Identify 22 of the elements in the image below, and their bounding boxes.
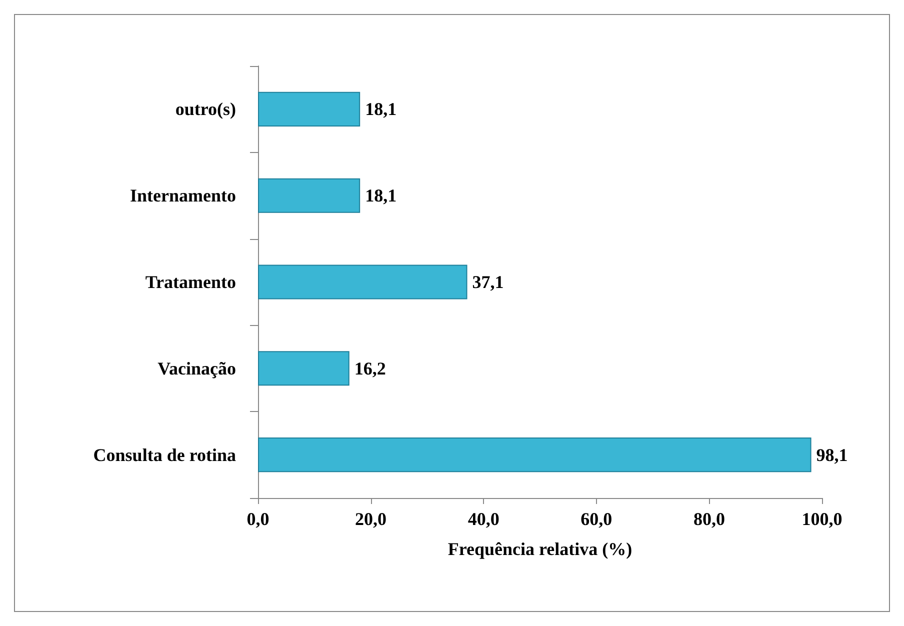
- data-label: 18,1: [365, 186, 397, 206]
- x-tick-label: 60,0: [580, 509, 612, 529]
- data-label: 98,1: [816, 444, 848, 465]
- data-label: 37,1: [472, 272, 504, 292]
- y-tick-label: Internamento: [130, 186, 236, 206]
- y-tick-label: Vacinação: [158, 358, 236, 378]
- x-tick-label: 0,0: [246, 509, 270, 529]
- bar: [258, 178, 360, 213]
- bar: [258, 438, 812, 472]
- data-label: 18,1: [365, 99, 397, 120]
- y-tick-label: outro(s): [175, 99, 236, 120]
- data-label: 16,2: [354, 358, 386, 378]
- x-tick-label: 100,0: [802, 509, 842, 529]
- bar: [258, 92, 360, 126]
- y-tick-label: Consulta de rotina: [93, 444, 236, 465]
- x-tick-label: 40,0: [468, 509, 500, 529]
- x-axis-title: Frequência relativa (%): [448, 539, 632, 559]
- y-tick-label: Tratamento: [145, 272, 236, 292]
- x-tick-label: 20,0: [355, 509, 387, 529]
- x-tick-label: 80,0: [693, 509, 725, 529]
- bar: [258, 351, 350, 386]
- bar: [258, 264, 468, 300]
